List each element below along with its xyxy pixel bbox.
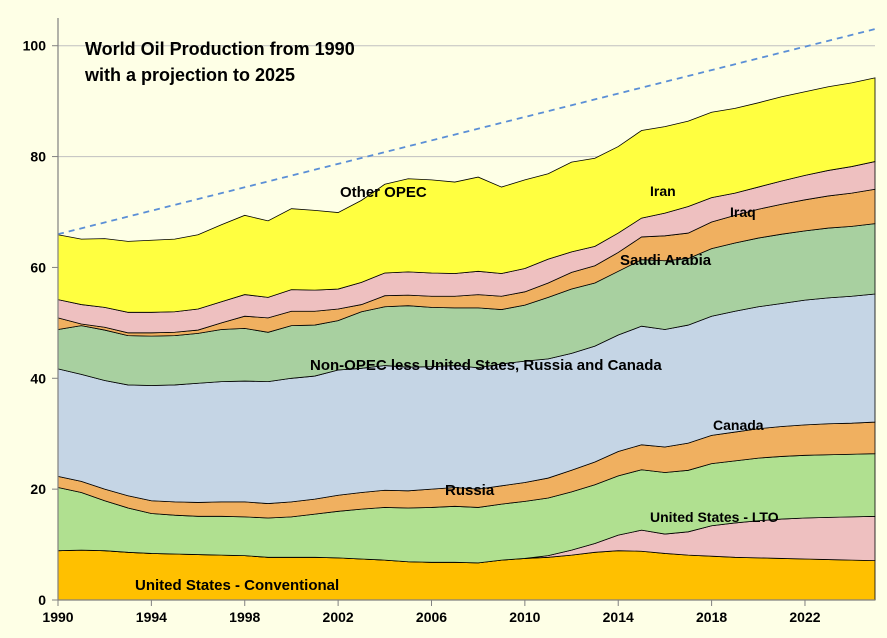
y-tick-label: 20 [30, 481, 46, 497]
label-russia: Russia [445, 482, 495, 499]
label-saudi_arabia: Saudi Arabia [620, 252, 712, 269]
x-tick-label: 1998 [229, 609, 260, 625]
label-canada: Canada [713, 417, 764, 433]
x-tick-label: 2022 [789, 609, 820, 625]
y-tick-label: 60 [30, 259, 46, 275]
x-tick-label: 2006 [416, 609, 447, 625]
x-tick-label: 2010 [509, 609, 540, 625]
y-tick-label: 0 [38, 592, 46, 608]
chart-title-line2: with a projection to 2025 [84, 65, 295, 85]
label-non_opec_other: Non-OPEC less United Staes, Russia and C… [310, 357, 662, 374]
label-other_opec: Other OPEC [340, 184, 427, 201]
y-tick-label: 100 [23, 38, 47, 54]
x-tick-label: 1990 [42, 609, 73, 625]
label-us_lto: United States - LTO [650, 509, 779, 525]
oil-production-chart: 1990 1994 1998 2002 2006 2010 2014 2018 2022 0 20 4… [0, 0, 887, 638]
label-us_conventional: United States - Conventional [135, 577, 339, 594]
x-tick-label: 2018 [696, 609, 727, 625]
chart-svg: 1990 1994 1998 2002 2006 2010 2014 2018 2022 0 20 4… [0, 0, 887, 638]
x-tick-label: 2014 [603, 609, 634, 625]
x-tick-label: 2002 [323, 609, 354, 625]
label-iraq: Iraq [730, 204, 756, 220]
y-tick-label: 80 [30, 149, 46, 165]
label-iran: Iran [650, 183, 676, 199]
x-tick-label: 1994 [136, 609, 167, 625]
chart-title-line1: World Oil Production from 1990 [85, 39, 355, 59]
y-tick-label: 40 [30, 370, 46, 386]
